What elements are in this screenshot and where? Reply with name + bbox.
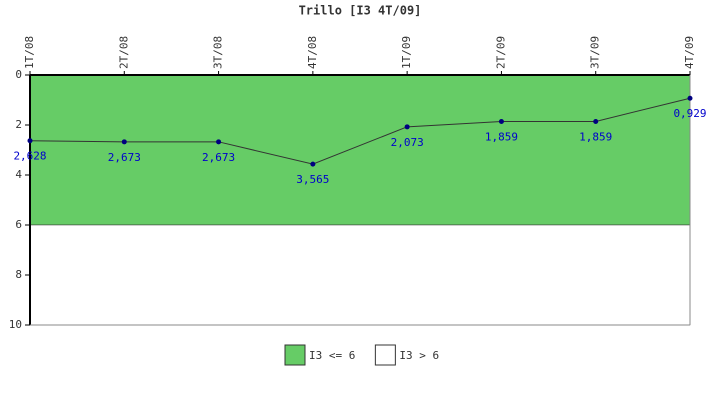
y-tick-label: 0 xyxy=(15,68,22,81)
point xyxy=(687,95,693,101)
y-tick-label: 2 xyxy=(15,118,22,131)
band xyxy=(29,224,691,326)
x-tick-label: 1T/08 xyxy=(23,36,36,69)
x-tick-label: 4T/09 xyxy=(683,36,696,69)
x-tick-label: 1T/09 xyxy=(400,36,413,69)
value-label: 3,565 xyxy=(296,173,329,186)
x-tick-label: 2T/09 xyxy=(494,36,507,69)
band xyxy=(29,74,691,226)
point xyxy=(593,118,599,124)
value-label: 2,073 xyxy=(391,136,424,149)
x-tick-label: 3T/09 xyxy=(589,36,602,69)
line xyxy=(29,97,691,165)
x-tick-label: 2T/08 xyxy=(117,36,130,69)
value-label: 1,859 xyxy=(579,130,612,143)
legend-label: I3 > 6 xyxy=(399,349,439,362)
value-label: 0,929 xyxy=(673,107,706,120)
x-tick-label: 3T/08 xyxy=(212,36,225,69)
legend-label: I3 <= 6 xyxy=(309,349,355,362)
x-tick-label: 4T/08 xyxy=(306,36,319,69)
value-label: 1,859 xyxy=(485,130,518,143)
point xyxy=(404,124,410,130)
legend-swatch xyxy=(374,344,396,366)
point xyxy=(27,138,33,144)
y-tick-label: 10 xyxy=(9,318,22,331)
value-label: 2,673 xyxy=(108,151,141,164)
y-tick-label: 6 xyxy=(15,218,22,231)
y-tick-label: 8 xyxy=(15,268,22,281)
point xyxy=(310,161,316,167)
legend-swatch xyxy=(284,344,306,366)
chart-title: Trillo [I3 4T/09] xyxy=(299,4,422,18)
point xyxy=(216,139,222,145)
y-tick-label: 4 xyxy=(15,168,22,181)
value-label: 2,628 xyxy=(13,150,46,163)
point xyxy=(121,139,127,145)
value-label: 2,673 xyxy=(202,151,235,164)
point xyxy=(498,118,504,124)
